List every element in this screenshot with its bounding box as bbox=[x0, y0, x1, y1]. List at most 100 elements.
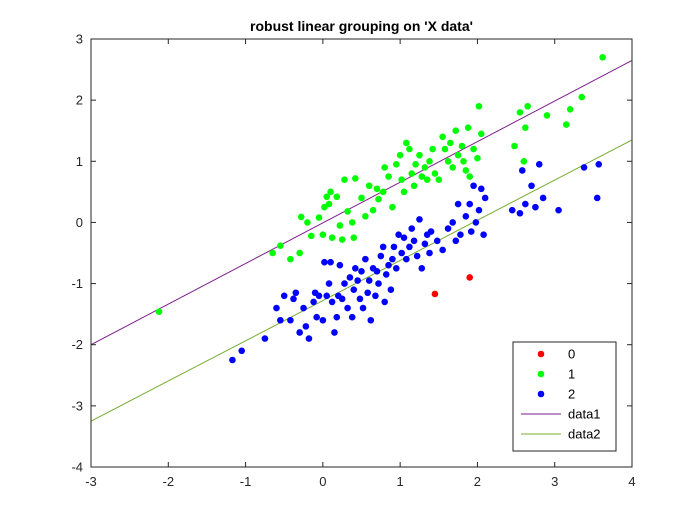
point-series-2-21 bbox=[327, 258, 334, 266]
point-series-2-52 bbox=[389, 255, 396, 263]
point-series-1-32 bbox=[389, 203, 396, 211]
point-series-1-61 bbox=[466, 173, 474, 180]
point-series-2-12 bbox=[305, 335, 313, 342]
legend-box bbox=[512, 341, 617, 452]
point-series-1-39 bbox=[408, 170, 416, 177]
x-tick-label-7: 4 bbox=[628, 474, 635, 489]
point-series-2-6 bbox=[287, 316, 294, 324]
point-series-1-69 bbox=[522, 124, 529, 131]
point-series-2-55 bbox=[395, 231, 402, 238]
point-series-2-61 bbox=[410, 237, 418, 245]
point-series-1-68 bbox=[520, 157, 528, 165]
point-series-2-27 bbox=[338, 295, 346, 303]
point-series-1-60 bbox=[464, 124, 472, 131]
axes-box bbox=[90, 38, 633, 468]
legend-label-data2: data2 bbox=[568, 427, 601, 442]
point-series-1-17 bbox=[338, 236, 346, 243]
y-tick-label-7: 3 bbox=[76, 32, 83, 47]
point-series-1-46 bbox=[426, 157, 433, 165]
point-series-1-34 bbox=[396, 151, 404, 159]
point-series-2-84 bbox=[481, 194, 489, 202]
point-series-2-8 bbox=[292, 289, 300, 297]
point-series-0-0 bbox=[431, 290, 439, 298]
point-series-2-86 bbox=[516, 209, 524, 217]
point-series-2-57 bbox=[400, 234, 408, 242]
point-series-1-44 bbox=[421, 164, 429, 171]
point-series-1-62 bbox=[470, 145, 477, 153]
point-series-1-24 bbox=[362, 213, 369, 220]
point-series-1-57 bbox=[458, 142, 466, 150]
point-series-1-38 bbox=[406, 145, 413, 153]
point-series-2-73 bbox=[452, 237, 460, 245]
point-series-1-4 bbox=[296, 249, 303, 257]
point-series-1-64 bbox=[475, 102, 483, 110]
point-series-1-28 bbox=[375, 195, 382, 203]
point-series-2-89 bbox=[528, 182, 535, 190]
point-series-2-77 bbox=[466, 200, 474, 208]
point-series-1-29 bbox=[379, 188, 387, 196]
point-series-2-90 bbox=[532, 203, 539, 211]
point-series-2-11 bbox=[302, 323, 310, 330]
legend-label-2: 2 bbox=[568, 387, 575, 402]
point-series-2-56 bbox=[398, 249, 405, 257]
x-tick-label-0: -3 bbox=[85, 474, 97, 489]
point-series-1-42 bbox=[416, 151, 423, 159]
point-series-1-11 bbox=[323, 193, 331, 201]
legend-swatch-1 bbox=[537, 370, 545, 378]
point-series-2-67 bbox=[426, 249, 433, 257]
legend-label-0: 0 bbox=[568, 347, 575, 362]
lines-layer bbox=[91, 59, 632, 422]
point-series-2-22 bbox=[328, 298, 336, 306]
point-series-2-96 bbox=[595, 161, 603, 168]
point-series-0-1 bbox=[466, 274, 474, 281]
point-series-2-54 bbox=[392, 264, 400, 272]
point-series-2-19 bbox=[323, 292, 331, 300]
point-series-2-44 bbox=[373, 268, 381, 275]
point-series-1-73 bbox=[566, 106, 574, 113]
point-series-2-59 bbox=[406, 243, 413, 251]
point-series-1-41 bbox=[412, 161, 419, 168]
point-series-1-14 bbox=[328, 234, 336, 242]
point-series-2-29 bbox=[344, 304, 351, 312]
y-tick-label-5: 1 bbox=[76, 154, 83, 169]
point-series-2-81 bbox=[475, 206, 483, 214]
point-series-1-49 bbox=[435, 176, 443, 183]
point-series-2-28 bbox=[341, 280, 348, 287]
point-series-2-87 bbox=[518, 167, 526, 174]
point-series-1-20 bbox=[348, 219, 356, 226]
point-series-2-0 bbox=[229, 356, 236, 364]
y-tick-label-4: 0 bbox=[76, 215, 83, 230]
point-series-1-54 bbox=[449, 164, 456, 171]
x-tick-label-5: 2 bbox=[474, 474, 481, 489]
point-series-1-56 bbox=[454, 151, 462, 159]
point-series-1-55 bbox=[452, 127, 460, 135]
point-series-2-49 bbox=[382, 271, 390, 278]
point-series-2-23 bbox=[331, 329, 338, 336]
point-series-1-75 bbox=[599, 54, 606, 61]
point-series-2-76 bbox=[462, 213, 470, 220]
point-series-2-68 bbox=[427, 228, 435, 235]
point-series-2-26 bbox=[336, 261, 344, 269]
y-tick-label-1: -3 bbox=[71, 398, 83, 413]
point-series-2-1 bbox=[238, 347, 246, 355]
point-series-2-51 bbox=[387, 286, 395, 293]
point-series-1-19 bbox=[344, 208, 351, 215]
point-series-1-36 bbox=[400, 188, 408, 196]
point-series-2-64 bbox=[418, 264, 426, 272]
point-series-2-32 bbox=[350, 286, 358, 293]
point-series-1-47 bbox=[429, 145, 436, 153]
point-series-2-80 bbox=[472, 219, 480, 226]
x-tick-label-2: -1 bbox=[240, 474, 252, 489]
legend-label-1: 1 bbox=[568, 367, 575, 382]
point-series-2-37 bbox=[359, 304, 367, 312]
point-series-2-88 bbox=[522, 200, 529, 208]
point-series-2-20 bbox=[325, 280, 333, 287]
point-series-1-2 bbox=[277, 242, 284, 249]
point-series-1-18 bbox=[341, 176, 348, 183]
point-series-1-8 bbox=[315, 214, 323, 221]
point-series-2-10 bbox=[300, 304, 307, 312]
point-series-2-93 bbox=[555, 206, 562, 214]
point-series-2-31 bbox=[348, 313, 356, 321]
point-series-1-59 bbox=[462, 167, 470, 174]
